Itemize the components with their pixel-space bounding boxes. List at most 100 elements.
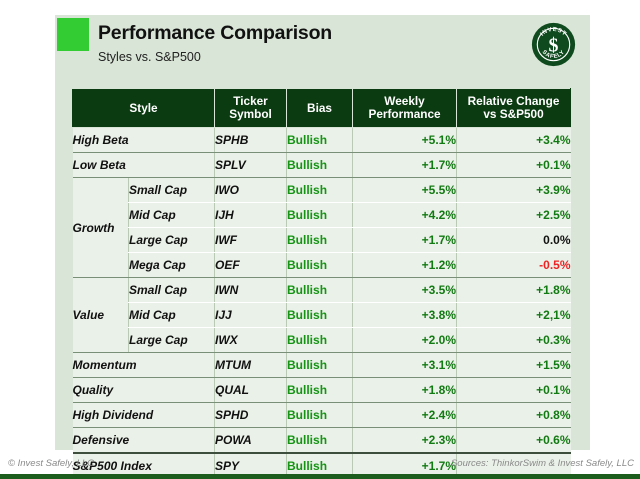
logo-bottom-text: SAFELY: [541, 49, 567, 60]
table-row[interactable]: High Beta SPHB Bullish +5.1% +3.4%: [72, 127, 571, 153]
row-weekly-performance: +5.1%: [352, 127, 457, 153]
table-row[interactable]: Value Small Cap IWN Bullish +3.5% +1.8%: [72, 277, 571, 353]
row-weekly-performance: +2.3%: [352, 427, 457, 454]
table-row[interactable]: Mid Cap IJJ Bullish +3.8% +2,1%: [73, 302, 571, 328]
row-relative-change: +1.5%: [456, 352, 571, 378]
row-bias: Bullish: [286, 377, 353, 403]
row-ticker-symbol: SPHD: [214, 402, 287, 428]
row-ticker-symbol: IWX: [214, 327, 287, 353]
row-bias: Bullish: [286, 327, 353, 353]
row-subcategory: Mid Cap: [127, 202, 215, 228]
row-style-name: Momentum: [72, 352, 215, 378]
row-ticker-symbol: POWA: [214, 427, 287, 454]
row-group-label: Value: [72, 277, 129, 353]
row-group-label: Growth: [72, 177, 129, 278]
row-ticker-symbol: SPLV: [214, 152, 287, 178]
row-relative-change: +1.8%: [456, 277, 571, 303]
invest-safely-logo-icon: INVEST SAFELY $: [531, 22, 576, 67]
column-header-ticker-line2: Symbol: [229, 107, 272, 121]
table-row[interactable]: Momentum MTUM Bullish +3.1% +1.5%: [72, 352, 571, 378]
logo-top-text: INVEST: [540, 27, 568, 38]
column-header-relative-line2: vs S&P500: [483, 107, 544, 121]
table-row[interactable]: Defensive POWA Bullish +2.3% +0.6%: [72, 427, 571, 454]
row-relative-change: -0.5%: [456, 252, 571, 278]
table-row[interactable]: Low Beta SPLV Bullish +1.7% +0.1%: [72, 152, 571, 178]
row-ticker-symbol: IWF: [214, 227, 287, 253]
row-style-name: High Beta: [72, 127, 215, 153]
row-ticker-symbol: IJH: [214, 202, 287, 228]
row-bias: Bullish: [286, 352, 353, 378]
table-header-row: Style Ticker Symbol Bias Weekly Performa…: [71, 88, 572, 128]
table-body: High Beta SPHB Bullish +5.1% +3.4% Low Beta SP…: [72, 127, 571, 479]
row-ticker-symbol: MTUM: [214, 352, 287, 378]
row-subcategory: Mega Cap: [127, 252, 215, 278]
row-style-name: High Dividend: [72, 402, 215, 428]
row-bias: Bullish: [286, 402, 353, 428]
row-relative-change: +0.8%: [456, 402, 571, 428]
row-weekly-performance: +5.5%: [352, 177, 457, 203]
table-row[interactable]: Large Cap IWX Bullish +2.0% +0.3%: [73, 327, 571, 353]
footer-sources: Sources: ThinkorSwim & Invest Safely, LL…: [450, 458, 634, 469]
table-row[interactable]: Quality QUAL Bullish +1.8% +0.1%: [72, 377, 571, 403]
table-row[interactable]: Growth Small Cap IWO Bullish +5.5% +3.9%: [72, 177, 571, 278]
table-row[interactable]: Large Cap IWF Bullish +1.7% 0.0%: [73, 227, 571, 253]
column-header-weekly-line2: Performance: [368, 107, 441, 121]
row-bias: Bullish: [286, 152, 353, 178]
column-header-ticker-line1: Ticker: [233, 94, 268, 108]
bottom-accent-bar: [0, 474, 640, 479]
row-subcategory: Large Cap: [127, 327, 215, 353]
column-header-bias: Bias: [286, 88, 354, 128]
accent-square-decoration: [57, 18, 89, 51]
table-header: Style Ticker Symbol Bias Weekly Performa…: [71, 88, 572, 128]
row-subcategory: Mid Cap: [127, 302, 215, 328]
row-ticker-symbol: SPHB: [214, 127, 287, 153]
page-subtitle: Styles vs. S&P500: [98, 50, 201, 64]
row-ticker-symbol: IWO: [214, 177, 287, 203]
row-bias: Bullish: [286, 252, 353, 278]
row-weekly-performance: +2.0%: [352, 327, 457, 353]
row-weekly-performance: +3.8%: [352, 302, 457, 328]
row-style-name: Quality: [72, 377, 215, 403]
column-header-style: Style: [71, 88, 216, 128]
row-style-name: Low Beta: [72, 152, 215, 178]
row-relative-change: +0.1%: [456, 152, 571, 178]
row-relative-change: +0.6%: [456, 427, 571, 454]
row-relative-change: +0.1%: [456, 377, 571, 403]
row-bias: Bullish: [286, 177, 353, 203]
row-bias: Bullish: [286, 127, 353, 153]
row-weekly-performance: +1.7%: [352, 152, 457, 178]
row-relative-change: +3.9%: [456, 177, 571, 203]
row-bias: Bullish: [286, 427, 353, 454]
title-block: Performance Comparison Styles vs. S&P500: [98, 22, 498, 65]
row-relative-change: +0.3%: [456, 327, 571, 353]
row-relative-change: +2,1%: [456, 302, 571, 328]
row-weekly-performance: +3.5%: [352, 277, 457, 303]
footer-copyright: © Invest Safely, LLC: [8, 458, 95, 469]
dollar-sign-icon: $: [549, 35, 559, 57]
row-style-name: Defensive: [72, 427, 215, 454]
row-weekly-performance: +1.2%: [352, 252, 457, 278]
table-row[interactable]: Mega Cap OEF Bullish +1.2% -0.5%: [73, 252, 571, 278]
performance-comparison-table: Style Ticker Symbol Bias Weekly Performa…: [71, 88, 572, 479]
row-ticker-symbol: IJJ: [214, 302, 287, 328]
row-weekly-performance: +2.4%: [352, 402, 457, 428]
row-bias: Bullish: [286, 202, 353, 228]
row-bias: Bullish: [286, 277, 353, 303]
table-row[interactable]: High Dividend SPHD Bullish +2.4% +0.8%: [72, 402, 571, 428]
table-row[interactable]: Mid Cap IJH Bullish +4.2% +2.5%: [73, 202, 571, 228]
row-subcategory: Small Cap: [127, 277, 215, 303]
row-relative-change: +3.4%: [456, 127, 571, 153]
page-title: Performance Comparison: [98, 22, 332, 44]
column-header-relative-change: Relative Change vs S&P500: [456, 88, 572, 128]
row-ticker-symbol: QUAL: [214, 377, 287, 403]
row-ticker-symbol: OEF: [214, 252, 287, 278]
row-weekly-performance: +1.8%: [352, 377, 457, 403]
row-relative-change: 0.0%: [456, 227, 571, 253]
column-header-relative-line1: Relative Change: [467, 94, 560, 108]
column-header-ticker-symbol: Ticker Symbol: [214, 88, 288, 128]
row-weekly-performance: +3.1%: [352, 352, 457, 378]
row-relative-change: +2.5%: [456, 202, 571, 228]
row-weekly-performance: +4.2%: [352, 202, 457, 228]
row-ticker-symbol: IWN: [214, 277, 287, 303]
row-subcategory: Large Cap: [127, 227, 215, 253]
